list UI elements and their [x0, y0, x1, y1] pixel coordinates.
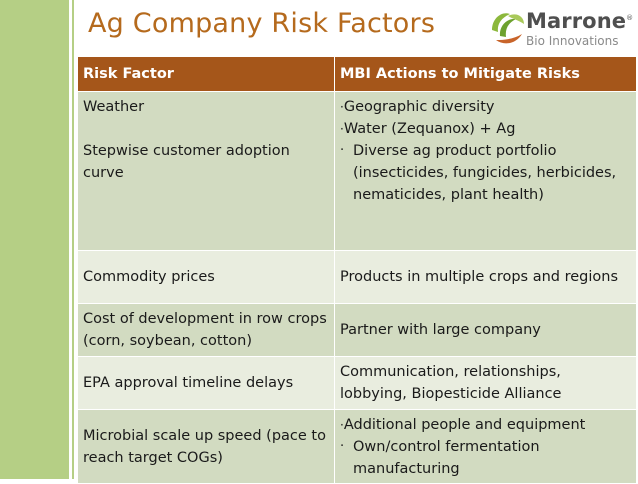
risk-text: Weather — [83, 99, 145, 115]
logo-name: Marrone® — [526, 9, 634, 33]
risk-table: Risk Factor MBI Actions to Mitigate Risk… — [77, 56, 637, 484]
table-row: EPA approval timeline delays Communicati… — [77, 356, 637, 410]
action-text: Partner with large company — [340, 322, 541, 338]
risk-cell: Cost of development in row crops (corn, … — [77, 303, 335, 357]
risk-text: Microbial scale up speed (pace to reach … — [83, 427, 326, 466]
action-text: Communication, relationships, lobbying, … — [340, 364, 562, 402]
logo-subtitle: Bio Innovations — [526, 34, 619, 48]
action-bullet-item: ·Water (Zequanox) + Ag — [340, 121, 516, 137]
action-cell: Products in multiple crops and regions — [334, 250, 637, 304]
risk-text: Stepwise customer adoption curve — [83, 143, 290, 181]
risk-text: Commodity prices — [83, 269, 215, 285]
action-cell: ·Geographic diversity ·Water (Zequanox) … — [334, 91, 637, 251]
slide-title: Ag Company Risk Factors — [88, 8, 436, 39]
table-row: Weather Stepwise customer adoption curve… — [77, 91, 637, 251]
table-header-row: Risk Factor MBI Actions to Mitigate Risk… — [77, 56, 637, 92]
action-text: Products in multiple crops and regions — [340, 269, 619, 285]
header-risk-factor: Risk Factor — [77, 56, 335, 92]
table-row: Microbial scale up speed (pace to reach … — [77, 409, 637, 484]
risk-cell: EPA approval timeline delays — [77, 356, 335, 410]
action-bullet-item: · Own/control fermentation manufacturing — [340, 438, 540, 477]
logo-trademark: ® — [626, 14, 634, 22]
left-green-bar — [0, 0, 69, 479]
company-logo: Marrone® Bio Innovations — [486, 6, 636, 54]
risk-cell: Microbial scale up speed (pace to reach … — [77, 409, 335, 484]
risk-text: EPA approval timeline delays — [83, 375, 294, 391]
action-bullet-item: ·Geographic diversity — [340, 99, 495, 115]
table-row: Commodity prices Products in multiple cr… — [77, 250, 637, 304]
action-bullet-item: · Diverse ag product portfolio (insectic… — [340, 143, 617, 203]
action-cell: ·Additional people and equipment · Own/c… — [334, 409, 637, 484]
risk-text: Cost of development in row crops (corn, … — [83, 311, 327, 349]
table-row: Cost of development in row crops (corn, … — [77, 303, 637, 357]
action-cell: Partner with large company — [334, 303, 637, 357]
risk-cell: Weather Stepwise customer adoption curve — [77, 91, 335, 251]
action-bullet-item: ·Additional people and equipment — [340, 416, 586, 433]
risk-cell: Commodity prices — [77, 250, 335, 304]
left-accent-line — [72, 0, 74, 479]
action-cell: Communication, relationships, lobbying, … — [334, 356, 637, 410]
leaf-logo-icon — [492, 13, 524, 44]
header-mbi-actions: MBI Actions to Mitigate Risks — [334, 56, 637, 92]
